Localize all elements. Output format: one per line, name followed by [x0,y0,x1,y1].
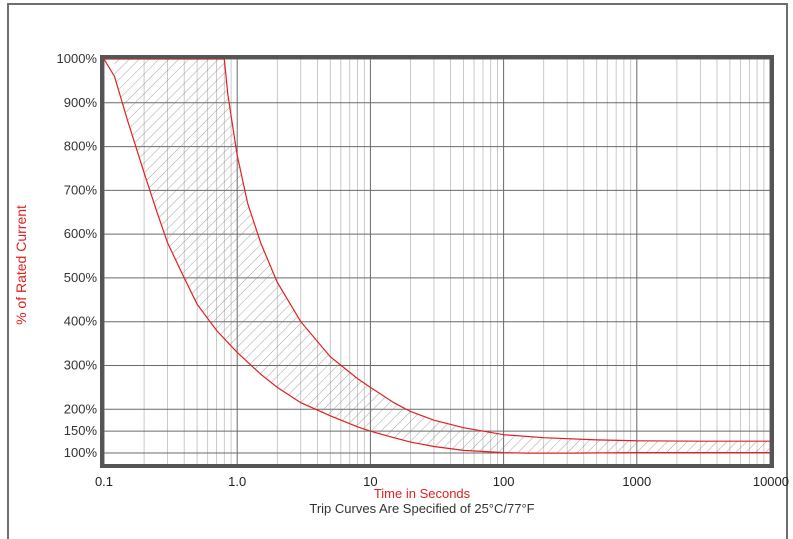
y-tick-label: 100% [64,445,98,460]
max-trip-curve [222,58,770,442]
y-axis-label: % of Rated Current [13,205,29,325]
trip-band-hatched-area [114,59,770,454]
y-tick-label: 900% [64,95,98,110]
chart-frame [7,3,788,539]
y-tick-label: 500% [64,270,98,285]
y-tick-label: 700% [64,182,98,197]
y-tick-label: 300% [64,357,98,372]
y-tick-labels: 1000% 900% 800% 700% 600% 500% 400% 300% 200% 150… [57,51,98,460]
min-trip-curve [103,58,770,454]
trip-curve-note: Trip Curves Are Specified of 25°C/77°F [309,501,534,516]
x-axis-label: Time in Seconds [374,486,471,501]
x-tick-label: 1.0 [228,474,246,489]
y-tick-label: 600% [64,226,98,241]
y-tick-label: 150% [64,423,98,438]
y-tick-label: 200% [64,401,98,416]
y-tick-label: 400% [64,314,98,329]
x-tick-label: 1000 [622,474,651,489]
y-tick-label: 1000% [57,51,98,66]
plot-border [100,55,774,468]
x-tick-labels: 0.1 1.0 10 100 1000 10000 [95,474,789,489]
x-tick-label: 0.1 [95,474,113,489]
x-tick-label: 10000 [753,474,789,489]
y-tick-label: 800% [64,139,98,154]
x-tick-label: 100 [493,474,515,489]
x-tick-label: 10 [363,474,377,489]
